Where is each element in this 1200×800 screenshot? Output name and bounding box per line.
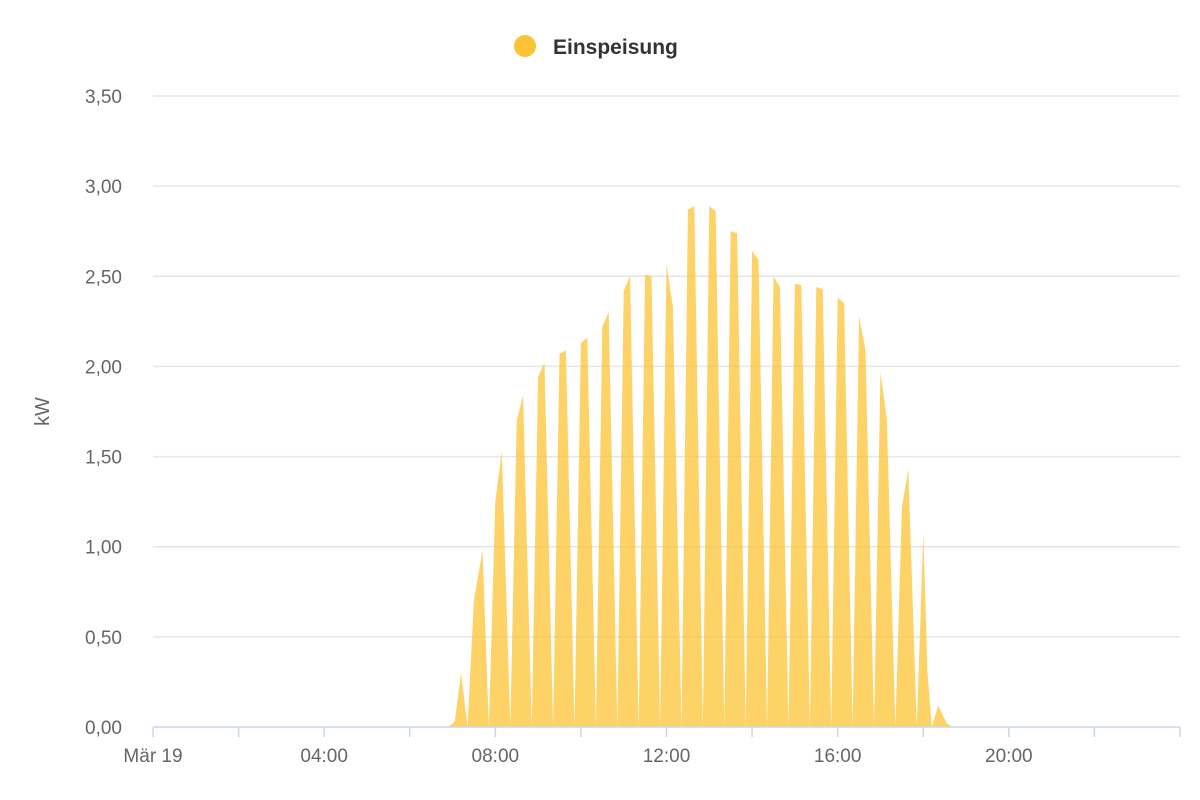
- x-tick-label: Mär 19: [123, 746, 182, 767]
- x-tick-label: 16:00: [814, 746, 862, 767]
- series-area-group: [153, 206, 960, 727]
- x-tick-label: 20:00: [985, 746, 1033, 767]
- legend-marker-icon[interactable]: [514, 35, 536, 57]
- y-tick-label: 2,50: [85, 267, 122, 288]
- legend[interactable]: Einspeisung: [514, 35, 678, 59]
- y-axis-title: kW: [32, 397, 54, 426]
- x-tick-label: 08:00: [472, 746, 520, 767]
- axes: 0,00 0,50 1,00 1,50 2,00 2,50 3,00 3,50 kW Mär 19…: [32, 87, 1181, 767]
- y-tick-label: 0,50: [85, 628, 122, 649]
- y-tick-label: 3,00: [85, 177, 122, 198]
- series-area-einspeisung[interactable]: [153, 206, 960, 727]
- x-tick-label: 04:00: [300, 746, 348, 767]
- y-tick-label: 1,50: [85, 448, 122, 469]
- x-tick-label: 12:00: [643, 746, 691, 767]
- y-tick-label: 2,00: [85, 357, 122, 378]
- y-tick-label: 0,00: [85, 718, 122, 739]
- y-tick-label: 1,00: [85, 538, 122, 559]
- y-tick-label: 3,50: [85, 87, 122, 108]
- legend-label-einspeisung[interactable]: Einspeisung: [553, 36, 678, 59]
